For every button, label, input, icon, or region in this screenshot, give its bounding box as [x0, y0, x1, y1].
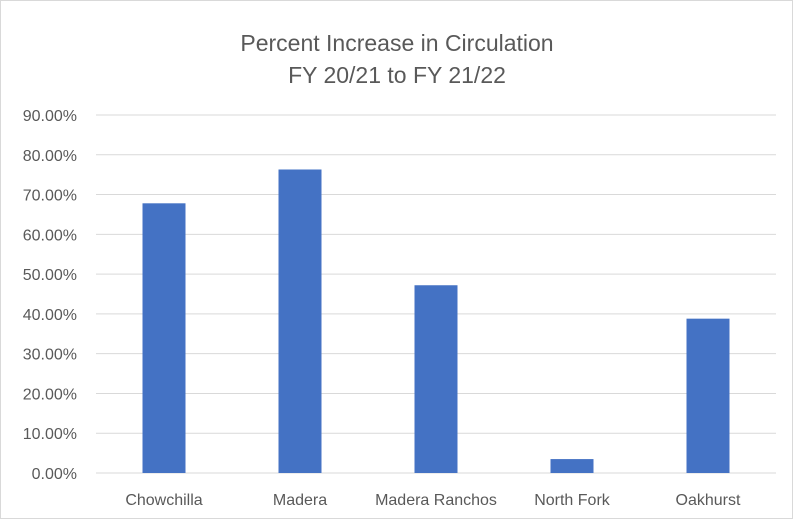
y-tick-label: 20.00% — [23, 386, 77, 403]
bar-chowchilla — [142, 203, 186, 473]
x-tick-label: Madera — [273, 492, 327, 509]
y-tick-label: 80.00% — [23, 148, 77, 165]
y-tick-label: 50.00% — [23, 267, 77, 284]
x-tick-label: Madera Ranchos — [375, 492, 497, 509]
chart-subtitle: FY 20/21 to FY 21/22 — [288, 62, 506, 88]
bar-madera — [278, 169, 322, 474]
y-axis-ticks: 0.00% 10.00% 20.00% 30.00% 40.00% 50.00% 60.00… — [23, 108, 77, 483]
x-tick-label: North Fork — [534, 492, 611, 509]
x-tick-label: Chowchilla — [125, 492, 202, 509]
x-tick-label: Oakhurst — [676, 492, 741, 509]
bar-madera-ranchos — [414, 285, 458, 473]
y-tick-label: 40.00% — [23, 307, 77, 324]
x-axis-ticks: Chowchilla Madera Madera Ranchos North Fork… — [125, 492, 741, 509]
chart-title: Percent Increase in Circulation — [240, 30, 554, 56]
y-tick-label: 30.00% — [23, 347, 77, 364]
y-tick-label: 60.00% — [23, 227, 77, 244]
y-tick-label: 70.00% — [23, 188, 77, 205]
bars — [142, 169, 730, 474]
y-tick-label: 90.00% — [23, 108, 77, 125]
y-tick-label: 0.00% — [32, 466, 77, 483]
bar-oakhurst — [686, 318, 730, 473]
bar-north-fork — [550, 459, 594, 473]
y-tick-label: 10.00% — [23, 426, 77, 443]
